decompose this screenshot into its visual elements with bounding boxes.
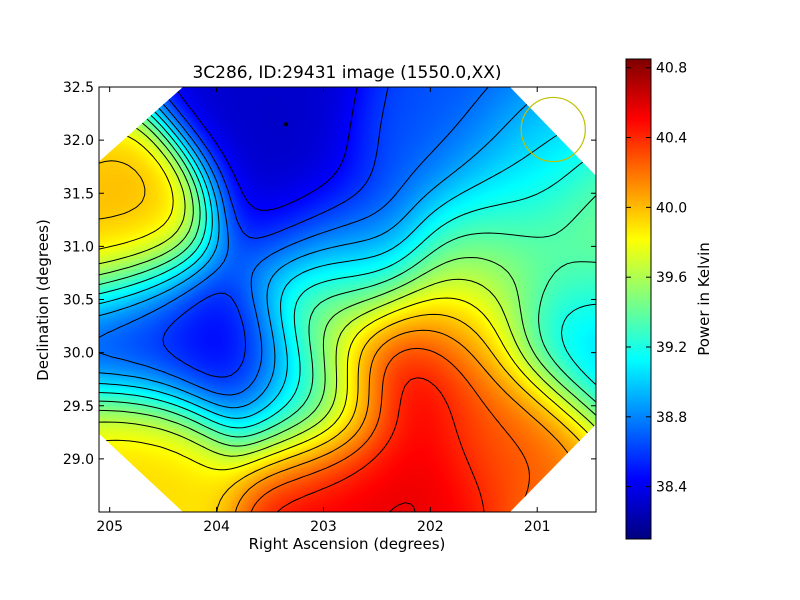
y-tick-label: 32.5 (63, 80, 94, 96)
colorbar-tick-label: 38.8 (656, 410, 687, 426)
y-tick-label: 31.5 (63, 186, 94, 202)
colorbar (625, 58, 652, 540)
beam-circle-marker (520, 96, 586, 163)
x-tick-label: 205 (96, 519, 123, 535)
x-tick-label: 203 (310, 519, 337, 535)
y-tick-label: 31.0 (63, 239, 94, 255)
y-tick-label: 32.0 (63, 133, 94, 149)
heatmap-layer (99, 87, 596, 512)
y-tick-label: 30.0 (63, 346, 94, 362)
y-axis-label: Declination (degrees) (34, 219, 52, 381)
contour-level-14 (275, 377, 485, 512)
colorbar-tick-label: 40.8 (656, 61, 687, 77)
contour-level-12 (234, 329, 576, 512)
colorbar-tick-label: 39.2 (656, 340, 687, 356)
y-tick-label: 29.5 (63, 399, 94, 415)
colorbar-label: Power in Kelvin (695, 242, 713, 356)
chart-title: 3C286, ID:29431 image (1550.0,XX) (192, 63, 501, 83)
heatmap-image (99, 87, 596, 512)
x-tick-label: 204 (203, 519, 230, 535)
markers (284, 96, 586, 163)
contour-level-15 (388, 502, 416, 512)
y-tick-label: 29.0 (63, 452, 94, 468)
x-axis-ticks: 205 204 203 202 201 (96, 87, 551, 535)
y-tick-label: 30.5 (63, 293, 94, 309)
colorbar-tick-label: 40.0 (656, 200, 687, 216)
x-tick-label: 202 (417, 519, 444, 535)
colorbar-tick-label: 38.4 (656, 480, 687, 496)
x-tick-label: 201 (524, 519, 551, 535)
source-dot-marker (284, 122, 289, 127)
colorbar-tick-label: 39.6 (656, 270, 687, 286)
x-axis-label: Right Ascension (degrees) (249, 535, 446, 553)
contour-lines (99, 87, 596, 512)
y-axis-ticks: 29.0 29.5 30.0 30.5 31.0 31.5 32.0 32.5 (63, 80, 596, 468)
contour-level-13 (250, 347, 530, 512)
colorbar-ticks: 38.4 38.8 39.2 39.6 40.0 40.4 40.8 (626, 61, 687, 496)
colorbar-tick-label: 40.4 (656, 131, 687, 147)
